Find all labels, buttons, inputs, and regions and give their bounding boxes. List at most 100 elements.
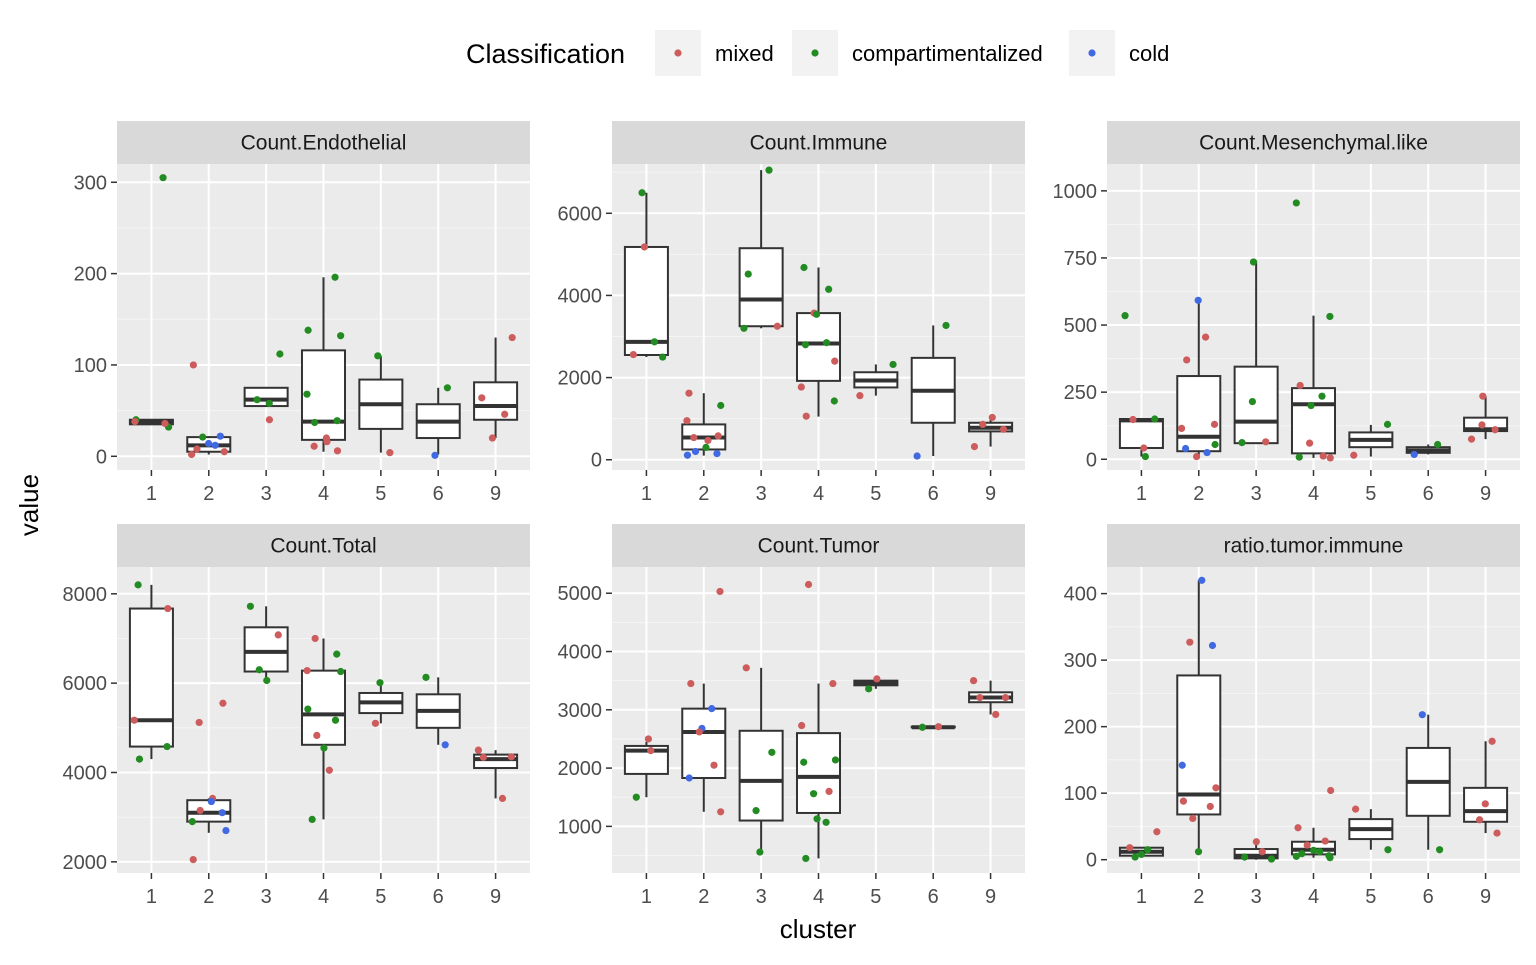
point-compartimentalized bbox=[376, 679, 384, 687]
x-tick-label: 3 bbox=[756, 483, 767, 505]
point-mixed bbox=[802, 412, 810, 420]
x-tick-label: 4 bbox=[813, 483, 824, 505]
y-tick-label: 750 bbox=[1064, 248, 1097, 270]
legend-label-mixed: mixed bbox=[715, 41, 774, 66]
point-compartimentalized bbox=[135, 755, 144, 763]
point-mixed bbox=[311, 634, 319, 643]
x-axis-title: cluster bbox=[780, 914, 857, 944]
panel-count-tumor: Count.Tumor 1000 2000 3000 4000 5000 1 2 3 4 5 6 9 bbox=[558, 524, 1025, 908]
point-mixed bbox=[1153, 828, 1161, 836]
point-compartimentalized bbox=[1436, 846, 1444, 854]
x-tick-label: 2 bbox=[698, 483, 709, 505]
point-mixed bbox=[474, 746, 482, 754]
x-tick-label: 9 bbox=[985, 886, 996, 908]
point-mixed bbox=[1319, 452, 1327, 460]
point-compartimentalized bbox=[800, 263, 808, 272]
point-compartimentalized bbox=[1248, 397, 1257, 406]
point-cold bbox=[685, 774, 693, 782]
point-compartimentalized bbox=[263, 676, 271, 685]
legend-item-mixed: mixed bbox=[655, 30, 774, 76]
box-iqr bbox=[1118, 418, 1164, 449]
x-tick-label: 1 bbox=[641, 886, 652, 908]
strip-label-count-immune: Count.Immune bbox=[750, 132, 888, 155]
box-cluster-4 bbox=[1290, 315, 1337, 458]
y-tick-label: 5000 bbox=[558, 583, 603, 605]
x-tick-label: 4 bbox=[318, 886, 329, 908]
point-cold bbox=[1208, 641, 1217, 650]
point-compartimentalized bbox=[265, 399, 273, 407]
y-tick-label: 1000 bbox=[1053, 181, 1098, 203]
x-tick-label: 3 bbox=[1251, 886, 1262, 908]
y-tick-label: 100 bbox=[1064, 783, 1097, 805]
point-mixed bbox=[1303, 841, 1311, 849]
point-mixed bbox=[1475, 816, 1484, 824]
point-compartimentalized bbox=[756, 848, 764, 856]
point-mixed bbox=[640, 243, 649, 251]
box-iqr bbox=[681, 707, 727, 779]
point-cold bbox=[708, 705, 716, 713]
point-compartimentalized bbox=[1131, 853, 1139, 861]
point-mixed bbox=[1327, 786, 1335, 795]
point-compartimentalized bbox=[308, 815, 316, 823]
legend-title: Classification bbox=[466, 39, 625, 69]
point-compartimentalized bbox=[812, 310, 821, 318]
point-mixed bbox=[479, 753, 488, 761]
point-mixed bbox=[323, 438, 331, 446]
point-compartimentalized bbox=[802, 854, 810, 863]
point-compartimentalized bbox=[1298, 850, 1306, 858]
point-compartimentalized bbox=[337, 667, 345, 676]
x-tick-label: 2 bbox=[1193, 483, 1204, 505]
point-compartimentalized bbox=[632, 793, 640, 801]
box-cluster-1 bbox=[623, 741, 669, 798]
x-tick-label: 5 bbox=[1365, 886, 1376, 908]
point-mixed bbox=[310, 442, 318, 450]
point-compartimentalized bbox=[768, 748, 776, 756]
point-compartimentalized bbox=[800, 758, 808, 766]
point-mixed bbox=[1252, 838, 1260, 846]
legend-label-cold: cold bbox=[1129, 41, 1169, 66]
point-mixed bbox=[501, 410, 509, 418]
legend-dot-mixed bbox=[674, 49, 682, 57]
x-tick-label: 9 bbox=[985, 483, 996, 505]
point-cold bbox=[207, 797, 215, 806]
x-tick-label: 6 bbox=[433, 886, 444, 908]
x-tick-label: 6 bbox=[928, 483, 939, 505]
x-tick-label: 4 bbox=[1308, 483, 1319, 505]
x-tick-label: 1 bbox=[146, 886, 157, 908]
point-cold bbox=[713, 449, 721, 458]
point-mixed bbox=[1193, 452, 1201, 461]
box-cluster-2 bbox=[681, 683, 727, 812]
y-tick-label: 0 bbox=[1086, 449, 1097, 471]
point-compartimentalized bbox=[1295, 453, 1303, 461]
point-mixed bbox=[856, 392, 864, 400]
point-cold bbox=[431, 451, 439, 459]
box-iqr bbox=[738, 247, 784, 328]
point-mixed bbox=[333, 447, 342, 455]
point-mixed bbox=[1296, 381, 1304, 390]
point-mixed bbox=[1126, 844, 1134, 852]
point-compartimentalized bbox=[1211, 440, 1219, 449]
point-cold bbox=[691, 447, 700, 456]
point-compartimentalized bbox=[255, 666, 263, 674]
panel-count-immune: Count.Immune 0 2000 4000 6000 1 2 3 4 5 6 9 bbox=[558, 121, 1025, 505]
box-cluster-3 bbox=[1233, 260, 1279, 445]
point-mixed bbox=[1294, 824, 1302, 832]
box-cluster-2 bbox=[1176, 580, 1222, 852]
point-mixed bbox=[969, 677, 978, 685]
panel-count-endothelial: Count.Endothelial 0 100 200 300 1 2 3 4 5 6 9 bbox=[74, 121, 530, 505]
box-cluster-5 bbox=[853, 364, 899, 396]
point-mixed bbox=[710, 761, 718, 769]
point-mixed bbox=[1350, 451, 1358, 459]
point-cold bbox=[683, 451, 692, 459]
x-tick-label: 5 bbox=[375, 483, 386, 505]
point-mixed bbox=[1186, 638, 1194, 646]
point-mixed bbox=[797, 383, 805, 391]
point-mixed bbox=[1326, 454, 1334, 462]
point-compartimentalized bbox=[831, 756, 840, 764]
point-mixed bbox=[1212, 784, 1220, 792]
box-iqr bbox=[795, 732, 842, 814]
y-tick-label: 200 bbox=[1064, 717, 1097, 739]
point-compartimentalized bbox=[276, 350, 284, 358]
y-tick-label: 300 bbox=[74, 172, 107, 194]
